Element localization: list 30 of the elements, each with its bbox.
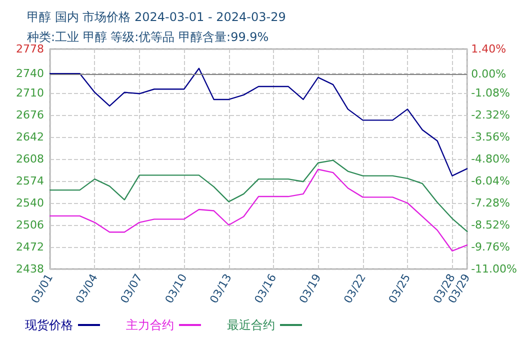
y2-tick-label: 1.40% bbox=[471, 42, 506, 56]
y-tick-label: 2574 bbox=[16, 174, 44, 188]
y2-tick-label: -1.08% bbox=[471, 86, 510, 100]
y-tick-label: 2472 bbox=[16, 240, 44, 254]
y-tick-label: 2710 bbox=[16, 86, 44, 100]
y-tick-label: 2740 bbox=[16, 67, 44, 80]
y-tick-label: 2676 bbox=[16, 108, 44, 122]
y-tick-label: 2438 bbox=[16, 262, 44, 276]
legend-label: 现货价格 bbox=[25, 318, 73, 332]
y2-tick-label: -2.32% bbox=[471, 108, 510, 122]
y-tick-label: 2642 bbox=[16, 130, 44, 144]
y2-tick-label: 0.00% bbox=[471, 67, 506, 80]
y2-tick-label: -8.52% bbox=[471, 218, 510, 232]
y2-tick-label: -9.76% bbox=[471, 240, 510, 254]
y2-tick-label: -7.28% bbox=[471, 196, 510, 210]
y2-tick-label: -4.80% bbox=[471, 152, 510, 166]
legend-label: 主力合约 bbox=[126, 318, 174, 332]
y2-tick-label: -3.56% bbox=[471, 130, 510, 144]
line-series bbox=[49, 160, 468, 232]
line-series bbox=[49, 168, 468, 252]
y-tick-label: 2540 bbox=[16, 196, 44, 210]
chart-title: 甲醇 国内 市场价格 2024-03-01 - 2024-03-29 bbox=[27, 10, 286, 24]
chart-subtitle: 种类:工业 甲醇 等级:优等品 甲醇含量:99.9% bbox=[27, 30, 269, 44]
legend-label: 最近合约 bbox=[227, 318, 275, 332]
line-series bbox=[49, 68, 468, 176]
y-tick-label: 2608 bbox=[16, 152, 44, 166]
y2-tick-label: -6.04% bbox=[471, 174, 510, 188]
y2-tick-label: -11.00% bbox=[471, 262, 518, 276]
y-tick-label: 2778 bbox=[16, 42, 44, 56]
y-tick-label: 2506 bbox=[16, 218, 44, 232]
